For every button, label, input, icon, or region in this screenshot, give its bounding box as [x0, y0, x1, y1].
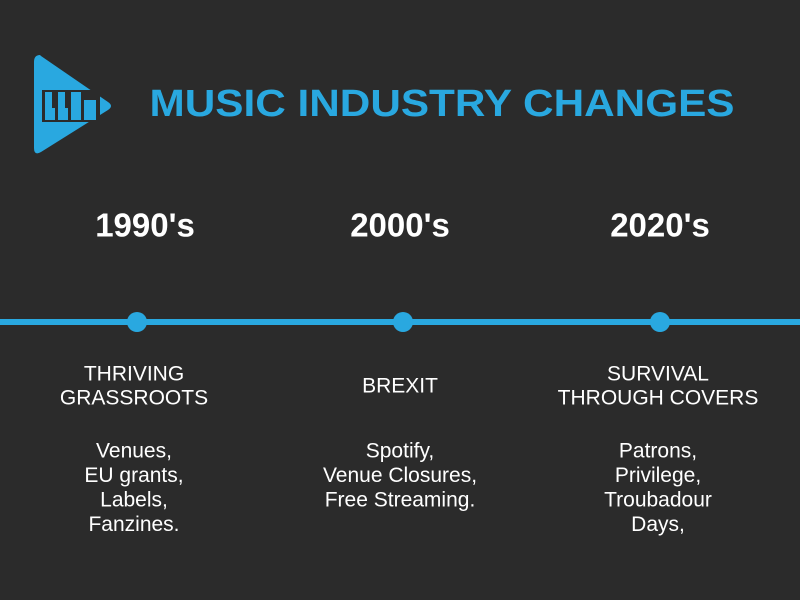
timeline-dot — [650, 312, 670, 332]
era-item: Venues, — [96, 440, 172, 463]
era-item: Fanzines. — [88, 513, 179, 536]
timeline-dot — [127, 312, 147, 332]
era-heading: SURVIVAL — [607, 363, 709, 386]
title: MUSIC INDUSTRY CHANGES — [150, 83, 735, 125]
era-item: Privilege, — [615, 464, 701, 487]
era-item: Troubadour — [604, 489, 712, 512]
era-label: 1990's — [95, 207, 195, 244]
era-item: EU grants, — [84, 464, 183, 487]
logo — [34, 55, 111, 154]
era-item: Patrons, — [619, 440, 697, 463]
timeline-dot — [393, 312, 413, 332]
era-item: Venue Closures, — [323, 464, 477, 487]
era-label: 2000's — [350, 207, 450, 244]
era-heading: BREXIT — [362, 375, 438, 398]
era-heading: THROUGH COVERS — [558, 387, 759, 410]
era-heading: GRASSROOTS — [60, 387, 208, 410]
era-item: Spotify, — [366, 440, 434, 463]
era-label: 2020's — [610, 207, 710, 244]
era-item: Days, — [631, 513, 685, 536]
era-item: Free Streaming. — [325, 489, 476, 512]
era-item: Labels, — [100, 489, 168, 512]
era-heading: THRIVING — [84, 363, 184, 386]
